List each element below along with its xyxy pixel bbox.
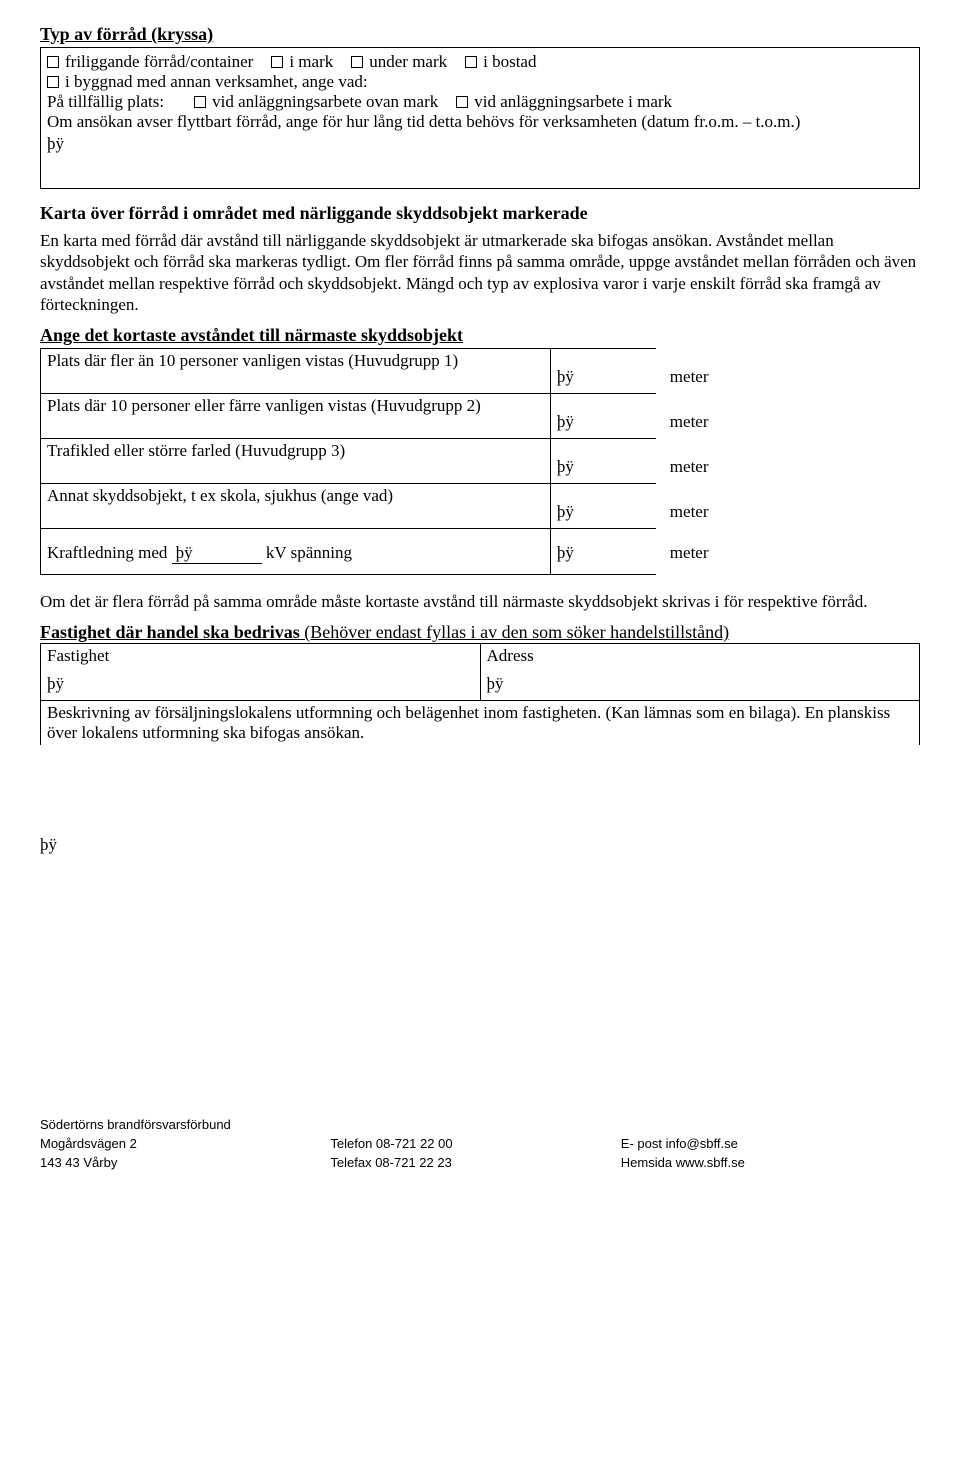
kraft-post: kV spänning: [266, 543, 352, 562]
footer-addr2: 143 43 Vårby: [40, 1153, 330, 1172]
fastighet-table: Fastighet Adress þÿ þÿ Beskrivning av fö…: [40, 643, 920, 745]
karta-title: Karta över förråd i området med närligga…: [40, 203, 920, 224]
table-row: Plats där fler än 10 personer vanligen v…: [41, 349, 920, 394]
footer: Södertörns brandförsvarsförbund Mogårdsv…: [40, 1115, 920, 1172]
kraft-kv-value[interactable]: þÿ: [172, 543, 262, 564]
dist-label: Plats där fler än 10 personer vanligen v…: [41, 349, 551, 394]
dist-value[interactable]: þÿ: [550, 439, 655, 484]
cb-under-mark-label: under mark: [369, 52, 447, 72]
dist-label: Annat skyddsobjekt, t ex skola, sjukhus …: [41, 484, 551, 529]
dist-label: Plats där 10 personer eller färre vanlig…: [41, 394, 551, 439]
cb-i-bostad[interactable]: i bostad: [465, 52, 536, 72]
cb-byggnad-label: i byggnad med annan verksamhet, ange vad…: [65, 72, 368, 92]
fastighet-col1: Fastighet: [41, 644, 481, 669]
tillfallig-label: På tillfällig plats:: [47, 92, 164, 112]
dist-value[interactable]: þÿ: [550, 394, 655, 439]
table-row: Plats där 10 personer eller färre vanlig…: [41, 394, 920, 439]
footer-email: E- post info@sbff.se: [621, 1134, 920, 1153]
forrad-box: friliggande förråd/container i mark unde…: [40, 47, 920, 189]
dist-unit: meter: [656, 484, 920, 529]
kraft-dist-value[interactable]: þÿ: [550, 529, 655, 575]
section-title-forrad: Typ av förråd (kryssa): [40, 24, 920, 45]
cb-under-mark[interactable]: under mark: [351, 52, 447, 72]
dist-label: Trafikled eller större farled (Huvudgrup…: [41, 439, 551, 484]
fastighet-title-rest: (Behöver endast fyllas i av den som söke…: [300, 622, 729, 642]
kraft-pre: Kraftledning med: [47, 543, 167, 562]
footer-tel: Telefon 08-721 22 00: [330, 1134, 620, 1153]
fastighet-val1[interactable]: þÿ: [41, 668, 481, 701]
table-row: Annat skyddsobjekt, t ex skola, sjukhus …: [41, 484, 920, 529]
cb-i-bostad-label: i bostad: [483, 52, 536, 72]
dist-value[interactable]: þÿ: [550, 484, 655, 529]
table-row: Trafikled eller större farled (Huvudgrup…: [41, 439, 920, 484]
karta-subtitle: Ange det kortaste avståndet till närmast…: [40, 325, 920, 346]
flyttbart-text: Om ansökan avser flyttbart förråd, ange …: [47, 112, 913, 132]
cb-friliggande-label: friliggande förråd/container: [65, 52, 253, 72]
cb-i-mark-label: i mark: [289, 52, 333, 72]
cb-i-mark[interactable]: i mark: [271, 52, 333, 72]
table-row: Kraftledning med þÿ kV spänning þÿ meter: [41, 529, 920, 575]
fastighet-col2: Adress: [480, 644, 920, 669]
footer-org: Södertörns brandförsvarsförbund: [40, 1115, 920, 1134]
footer-fax: Telefax 08-721 22 23: [330, 1153, 620, 1172]
cb-ovan-mark-label: vid anläggningsarbete ovan mark: [212, 92, 438, 112]
fastighet-bottom-value[interactable]: þÿ: [40, 835, 920, 855]
footer-addr1: Mogårdsvägen 2: [40, 1134, 330, 1153]
footer-web: Hemsida www.sbff.se: [621, 1153, 920, 1172]
distance-table: Plats där fler än 10 personer vanligen v…: [40, 348, 920, 575]
fastighet-title-bold: Fastighet där handel ska bedrivas: [40, 622, 300, 642]
karta-p1: En karta med förråd där avstånd till när…: [40, 230, 920, 315]
kraft-unit: meter: [656, 529, 920, 575]
dist-value[interactable]: þÿ: [550, 349, 655, 394]
dist-unit: meter: [656, 349, 920, 394]
dist-unit: meter: [656, 394, 920, 439]
cb-anl-i-mark-label: vid anläggningsarbete i mark: [474, 92, 672, 112]
cb-byggnad[interactable]: i byggnad med annan verksamhet, ange vad…: [47, 72, 368, 92]
fastighet-desc: Beskrivning av försäljningslokalens utfo…: [41, 701, 920, 746]
cb-friliggande[interactable]: friliggande förråd/container: [47, 52, 253, 72]
fastighet-val2[interactable]: þÿ: [480, 668, 920, 701]
karta-p2: Om det är flera förråd på samma område m…: [40, 591, 920, 612]
cb-anl-i-mark[interactable]: vid anläggningsarbete i mark: [456, 92, 672, 112]
flyttbart-value[interactable]: þÿ: [47, 134, 913, 154]
cb-ovan-mark[interactable]: vid anläggningsarbete ovan mark: [194, 92, 438, 112]
dist-unit: meter: [656, 439, 920, 484]
